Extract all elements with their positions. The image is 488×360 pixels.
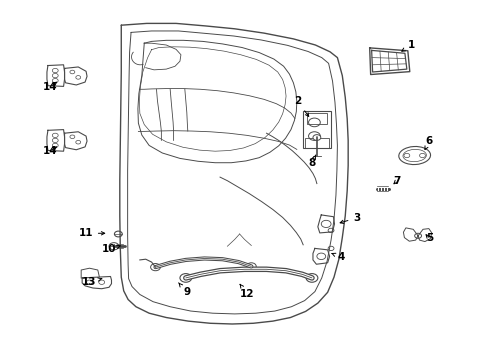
Circle shape [305, 274, 317, 282]
Circle shape [114, 231, 122, 237]
Text: 9: 9 [178, 283, 190, 297]
Text: 12: 12 [240, 284, 254, 300]
Circle shape [312, 135, 320, 140]
Text: 5: 5 [425, 233, 432, 243]
Text: 3: 3 [340, 213, 360, 224]
Circle shape [327, 246, 333, 251]
Text: 13: 13 [81, 276, 102, 287]
Circle shape [327, 228, 333, 233]
Circle shape [246, 263, 256, 270]
Text: 10: 10 [102, 244, 120, 254]
Circle shape [150, 264, 160, 271]
Text: 2: 2 [293, 96, 308, 116]
Text: 4: 4 [331, 252, 345, 262]
Text: 8: 8 [308, 155, 315, 168]
Text: 14: 14 [42, 82, 57, 92]
Text: 7: 7 [392, 176, 400, 186]
Text: 11: 11 [78, 228, 104, 238]
Circle shape [414, 233, 421, 238]
Text: 6: 6 [424, 136, 432, 149]
Text: 14: 14 [42, 146, 57, 156]
Circle shape [109, 243, 119, 250]
Circle shape [180, 274, 191, 282]
Text: 1: 1 [401, 40, 414, 51]
